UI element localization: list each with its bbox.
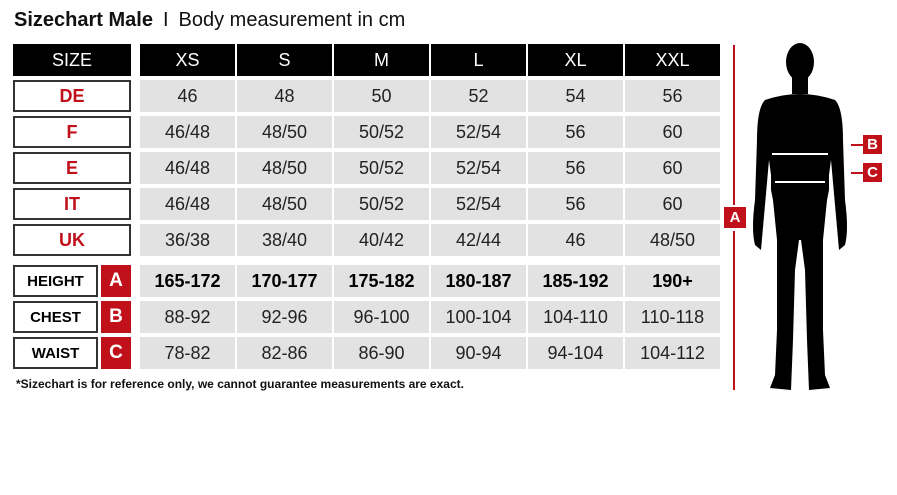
marker-a: A — [724, 207, 746, 228]
table-cell: 110-118 — [625, 301, 720, 333]
table-cell: 60 — [625, 116, 720, 148]
table-cell: 165-172 — [140, 265, 235, 297]
measure-letter-b: B — [101, 301, 131, 333]
table-cell: 170-177 — [237, 265, 332, 297]
measure-label-height: HEIGHT — [13, 265, 98, 297]
table-cell: 48/50 — [625, 224, 720, 256]
table-cell: 48 — [237, 80, 332, 112]
table-cell: 56 — [528, 116, 623, 148]
page-title: Sizechart Male I Body measurement in cm — [14, 9, 406, 31]
table-cell: 104-112 — [625, 337, 720, 369]
header-size-m: M — [334, 44, 429, 76]
table-cell: 54 — [528, 80, 623, 112]
marker-b: B — [863, 135, 882, 154]
table-cell: 38/40 — [237, 224, 332, 256]
table-cell: 52/54 — [431, 152, 526, 184]
table-cell: 46/48 — [140, 152, 235, 184]
table-cell: 48/50 — [237, 116, 332, 148]
table-cell: 180-187 — [431, 265, 526, 297]
table-cell: 96-100 — [334, 301, 429, 333]
table-cell: 46 — [528, 224, 623, 256]
measure-label-waist: WAIST — [13, 337, 98, 369]
table-cell: 50/52 — [334, 152, 429, 184]
table-cell: 40/42 — [334, 224, 429, 256]
table-cell: 78-82 — [140, 337, 235, 369]
measure-letter-a: A — [101, 265, 131, 297]
waist-line — [851, 172, 865, 174]
table-cell: 185-192 — [528, 265, 623, 297]
table-cell: 92-96 — [237, 301, 332, 333]
table-cell: 86-90 — [334, 337, 429, 369]
height-line-bottom — [733, 231, 735, 390]
table-cell: 56 — [625, 80, 720, 112]
table-cell: 52/54 — [431, 116, 526, 148]
table-cell: 104-110 — [528, 301, 623, 333]
header-size-xs: XS — [140, 44, 235, 76]
table-cell: 52 — [431, 80, 526, 112]
table-cell: 46/48 — [140, 116, 235, 148]
header-size-xxl: XXL — [625, 44, 720, 76]
table-cell: 46/48 — [140, 188, 235, 220]
header-size-xl: XL — [528, 44, 623, 76]
header-size-s: S — [237, 44, 332, 76]
table-cell: 50/52 — [334, 188, 429, 220]
measure-letter-c: C — [101, 337, 131, 369]
height-line-top — [733, 45, 735, 205]
marker-c: C — [863, 163, 882, 182]
table-cell: 52/54 — [431, 188, 526, 220]
table-cell: 50/52 — [334, 116, 429, 148]
header-size-l: L — [431, 44, 526, 76]
table-cell: 82-86 — [237, 337, 332, 369]
row-label-uk: UK — [13, 224, 131, 256]
header-size-label: SIZE — [13, 44, 131, 76]
measure-label-chest: CHEST — [13, 301, 98, 333]
table-cell: 94-104 — [528, 337, 623, 369]
table-cell: 100-104 — [431, 301, 526, 333]
chest-line — [851, 144, 865, 146]
table-cell: 48/50 — [237, 152, 332, 184]
row-label-it: IT — [13, 188, 131, 220]
table-cell: 88-92 — [140, 301, 235, 333]
row-label-e: E — [13, 152, 131, 184]
table-cell: 50 — [334, 80, 429, 112]
row-label-f: F — [13, 116, 131, 148]
table-cell: 90-94 — [431, 337, 526, 369]
table-cell: 42/44 — [431, 224, 526, 256]
disclaimer-note: *Sizechart is for reference only, we can… — [16, 377, 464, 391]
row-label-de: DE — [13, 80, 131, 112]
table-cell: 48/50 — [237, 188, 332, 220]
table-cell: 175-182 — [334, 265, 429, 297]
table-cell: 190+ — [625, 265, 720, 297]
table-cell: 56 — [528, 152, 623, 184]
male-silhouette — [753, 43, 847, 390]
table-cell: 46 — [140, 80, 235, 112]
table-cell: 56 — [528, 188, 623, 220]
table-cell: 36/38 — [140, 224, 235, 256]
table-cell: 60 — [625, 152, 720, 184]
table-cell: 60 — [625, 188, 720, 220]
